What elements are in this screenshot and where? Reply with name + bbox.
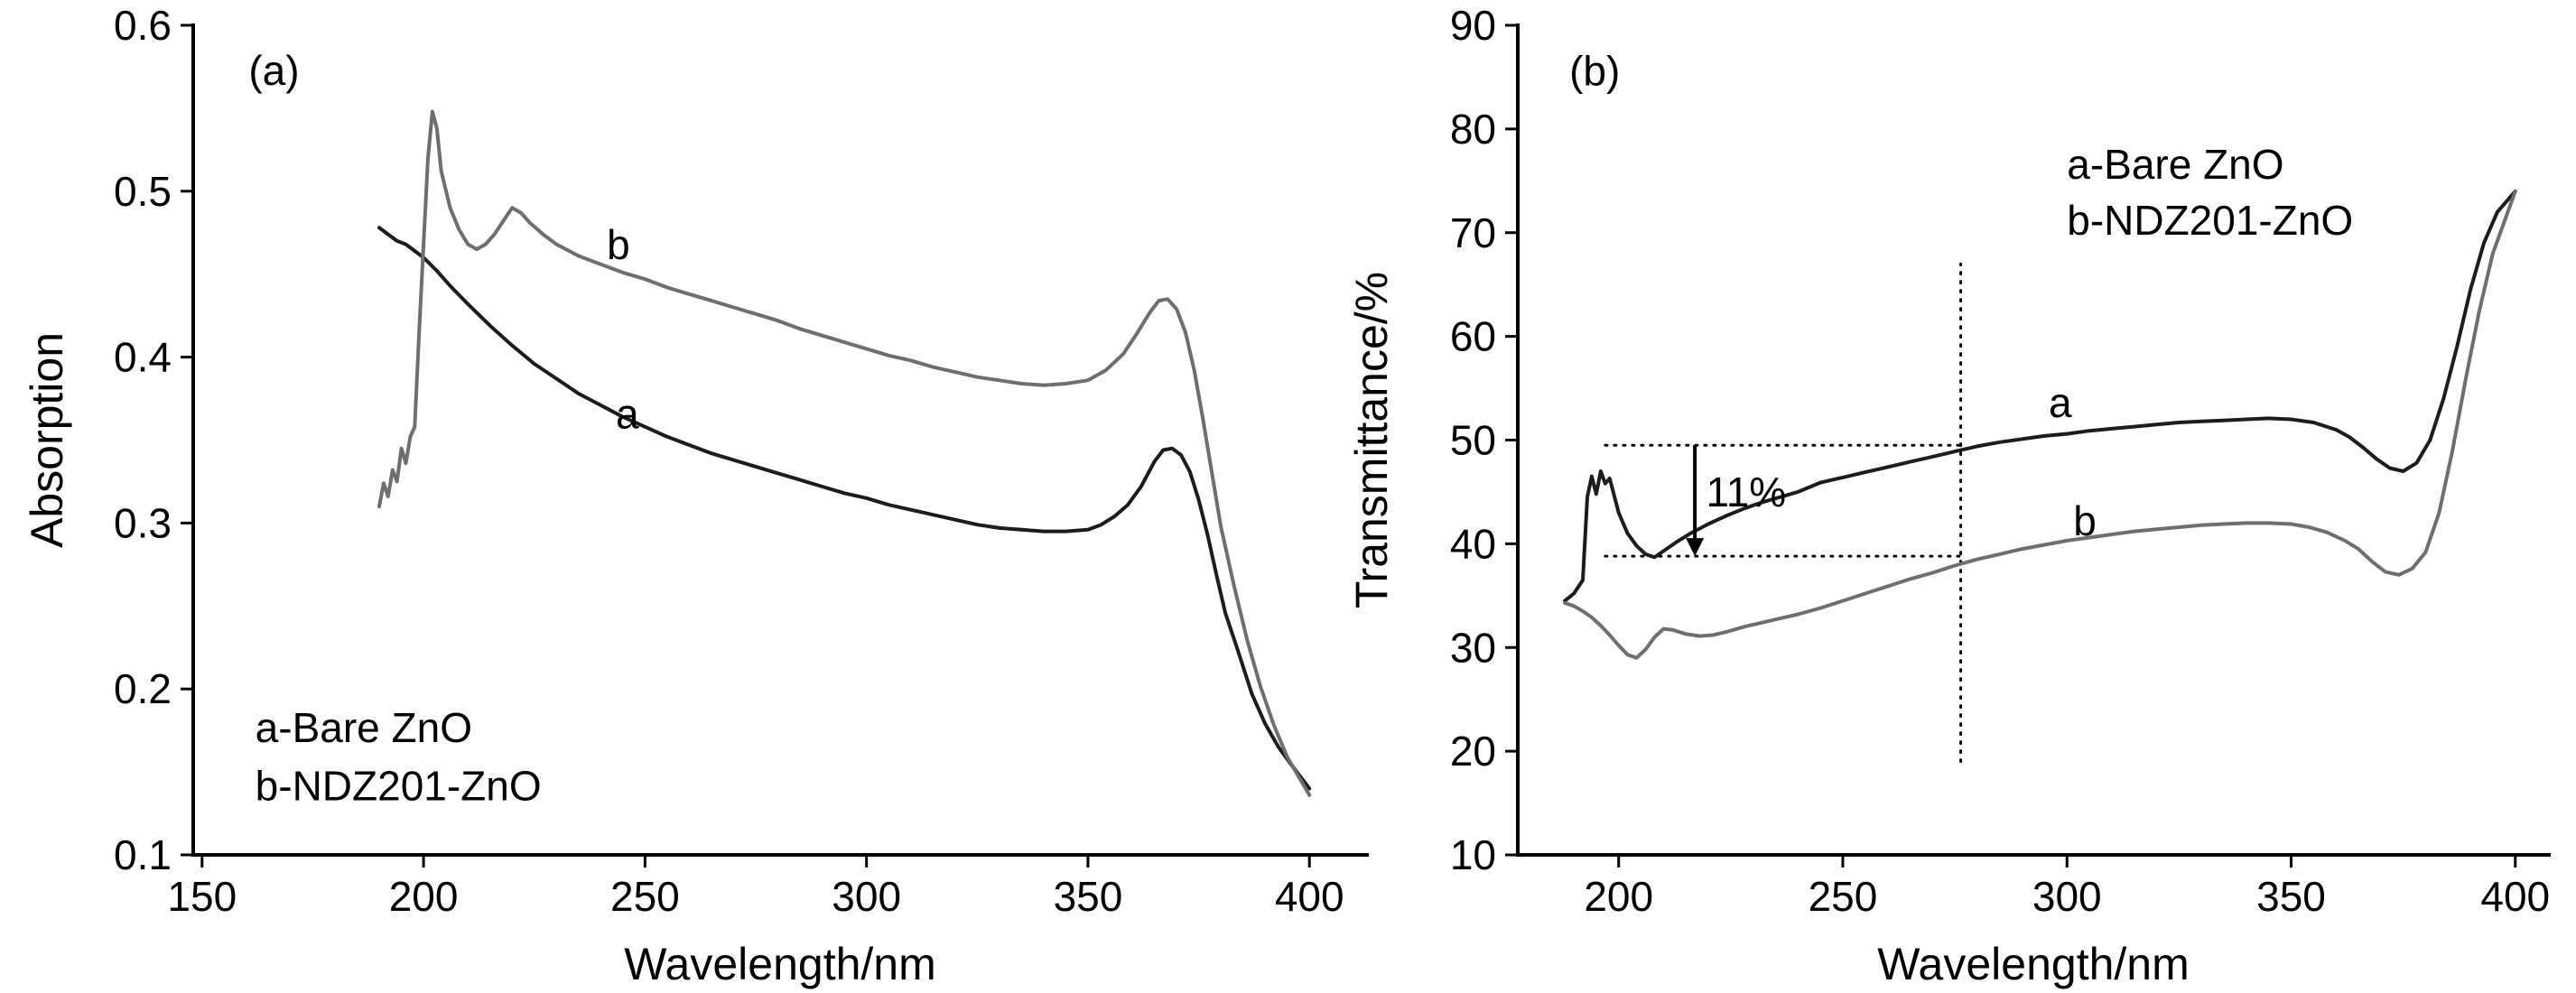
arrowhead-icon bbox=[1686, 538, 1705, 557]
y-tick-label: 60 bbox=[1450, 313, 1496, 360]
curve-b-ndz201-zno bbox=[1563, 189, 2517, 660]
y-tick-label: 10 bbox=[1450, 831, 1496, 878]
legend-line-b-ndz201-zno: b-NDZ201-ZnO bbox=[2067, 197, 2353, 244]
x-tick-label: 300 bbox=[2032, 873, 2102, 920]
curve-label-a: a bbox=[2049, 379, 2072, 426]
legend-line-a-bare-zno: a-Bare ZnO bbox=[2067, 141, 2283, 188]
annotation-label: 11% bbox=[1706, 469, 1787, 515]
y-tick-label: 0.6 bbox=[114, 2, 172, 49]
curve-label-b: b bbox=[607, 221, 630, 268]
x-tick-label: 200 bbox=[389, 873, 459, 920]
y-tick-label: 0.3 bbox=[114, 499, 172, 546]
x-axis-title-b: Wavelength/nm bbox=[1877, 939, 2190, 989]
y-tick-label: 80 bbox=[1450, 106, 1496, 153]
panel-a: 150 200 250 300 350 400 0.1 0.2 0.3 0.4 0.5 0.6 Wave… bbox=[22, 2, 1369, 989]
panel-label-a: (a) bbox=[248, 47, 299, 94]
curve-b-ndz201-zno bbox=[377, 109, 1312, 797]
y-axis-title-a: Absorption bbox=[22, 332, 72, 548]
x-tick-label: 300 bbox=[832, 873, 901, 920]
x-tick-label: 250 bbox=[1809, 873, 1878, 920]
x-tick-label: 400 bbox=[1275, 873, 1344, 920]
y-tick-label: 90 bbox=[1450, 2, 1496, 49]
y-tick-label: 70 bbox=[1450, 209, 1496, 256]
x-tick-label: 150 bbox=[167, 873, 237, 920]
panel-b: 200 250 300 350 400 10 20 30 40 50 60 70 80 90 Wavelen… bbox=[1346, 2, 2551, 989]
curve-label-b: b bbox=[2073, 497, 2097, 544]
y-tick-label: 0.4 bbox=[114, 334, 172, 381]
x-tick-label: 250 bbox=[610, 873, 680, 920]
y-tick-label: 0.2 bbox=[114, 665, 172, 712]
x-tick-label: 200 bbox=[1584, 873, 1653, 920]
y-tick-label: 20 bbox=[1450, 728, 1496, 775]
x-tick-label: 400 bbox=[2480, 873, 2550, 920]
curve-label-a: a bbox=[616, 391, 639, 438]
x-tick-label: 350 bbox=[1054, 873, 1123, 920]
curve-a-bare-zno bbox=[1563, 189, 2517, 603]
legend-line-a-bare-zno: a-Bare ZnO bbox=[256, 704, 472, 751]
x-tick-label: 350 bbox=[2256, 873, 2326, 920]
y-tick-label: 40 bbox=[1450, 520, 1496, 567]
curve-a-bare-zno bbox=[377, 226, 1312, 791]
y-tick-label: 0.5 bbox=[114, 168, 172, 215]
x-axis-title-a: Wavelength/nm bbox=[624, 939, 936, 989]
panel-label-b: (b) bbox=[1569, 48, 1620, 95]
y-tick-label: 0.1 bbox=[114, 831, 172, 878]
y-tick-label: 30 bbox=[1450, 624, 1496, 671]
y-tick-label: 50 bbox=[1450, 417, 1496, 464]
y-axis-title-b: Transmittance/% bbox=[1346, 272, 1397, 608]
legend-line-b-ndz201-zno: b-NDZ201-ZnO bbox=[256, 762, 542, 809]
